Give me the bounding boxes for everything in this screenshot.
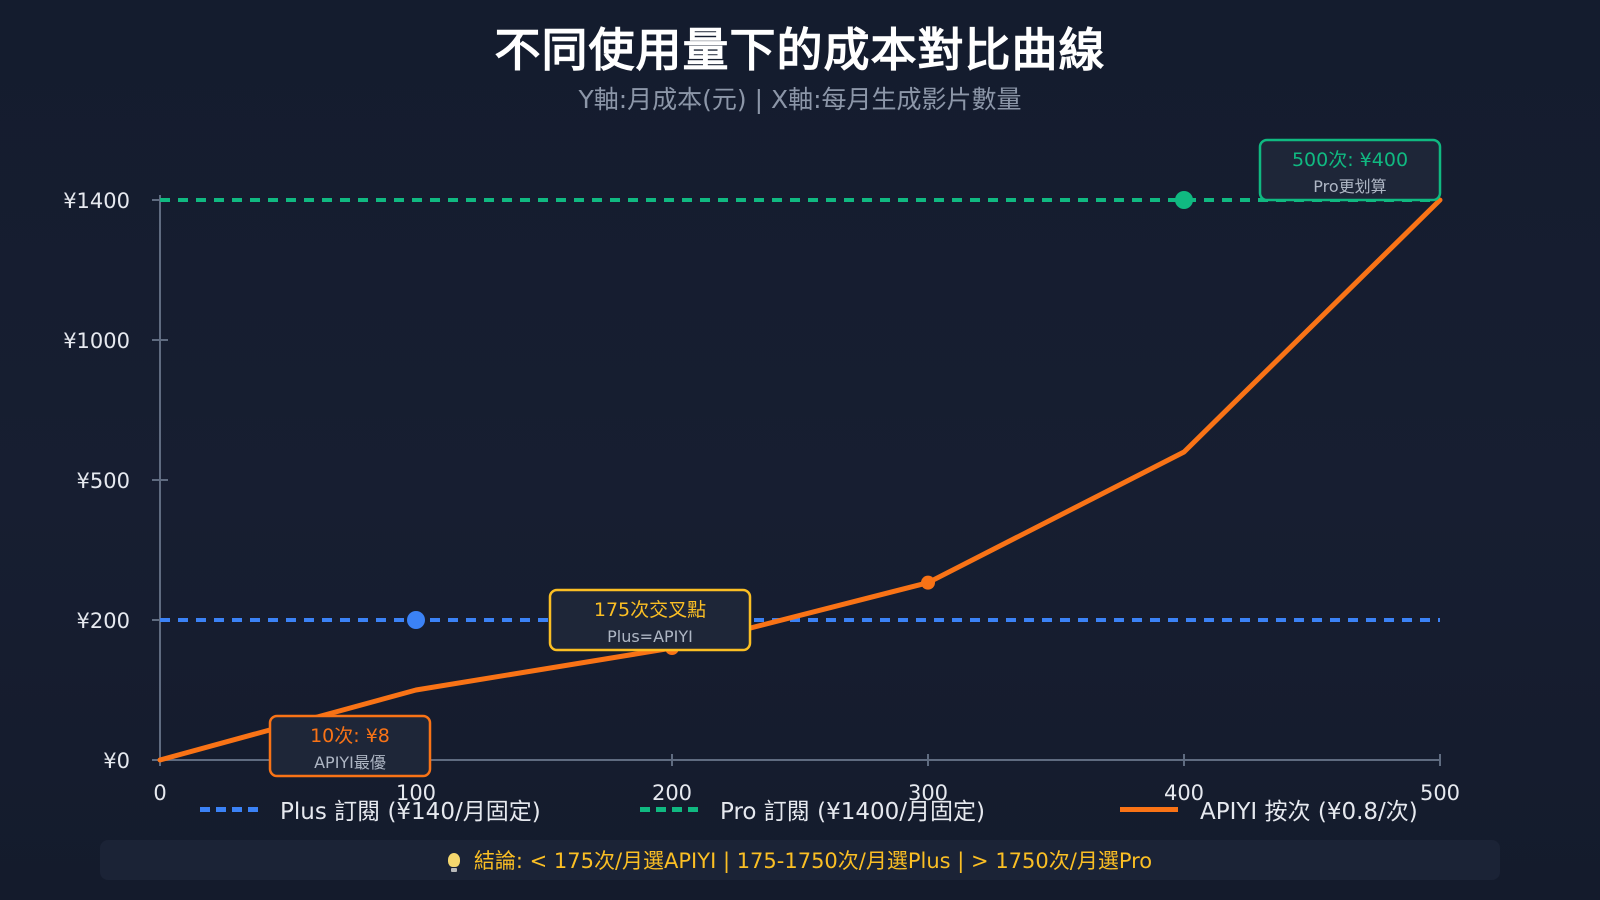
legend-label-apiyi: APIYI 按次 (¥0.8/次) xyxy=(1200,799,1418,825)
y-tick-label: ¥500 xyxy=(77,469,130,493)
apiyi-series-line xyxy=(157,197,1443,763)
conclusion-text: 結論: < 175次/月選APIYI | 175-1750次/月選Plus | … xyxy=(473,849,1153,873)
annotation-subtitle-apiyi: APIYI最優 xyxy=(314,753,386,772)
annotation-box-apiyi xyxy=(268,714,432,778)
legend-label-plus: Plus 訂閱 (¥140/月固定) xyxy=(280,799,541,825)
chart-subtitle: Y軸:月成本(元) | X軸:每月生成影片數量 xyxy=(578,85,1022,114)
annotation-box-cross xyxy=(548,588,752,652)
legend-swatch-apiyi xyxy=(1120,806,1178,812)
legend-item-pro: Pro 訂閱 (¥1400/月固定) xyxy=(640,792,985,826)
chart-legend: Plus 訂閱 (¥140/月固定) Pro 訂閱 (¥1400/月固定) AP… xyxy=(0,792,1600,826)
x-tick-label: 300 xyxy=(908,781,948,805)
plus-series-marker xyxy=(407,611,425,629)
y-tick-label: ¥1400 xyxy=(63,189,130,213)
conclusion-banner: 結論: < 175次/月選APIYI | 175-1750次/月選Plus | … xyxy=(100,840,1500,880)
x-tick-label: 0 xyxy=(153,781,166,805)
legend-swatch-pro xyxy=(640,806,698,812)
legend-swatch-plus xyxy=(200,806,258,812)
y-tick-label: ¥200 xyxy=(77,609,130,633)
lightbulb-icon xyxy=(447,853,460,872)
x-tick-label: 100 xyxy=(396,781,436,805)
x-tick-label: 500 xyxy=(1420,781,1460,805)
apiyi-series-marker xyxy=(921,575,935,590)
legend-label-pro: Pro 訂閱 (¥1400/月固定) xyxy=(720,799,985,825)
y-tick-label: ¥1000 xyxy=(63,329,130,353)
annotation-title-pro: 500次: ¥400 xyxy=(1292,149,1408,171)
legend-item-apiyi: APIYI 按次 (¥0.8/次) xyxy=(1120,792,1418,826)
chart-title: 不同使用量下的成本對比曲線 xyxy=(494,23,1106,77)
annotation-title-apiyi: 10次: ¥8 xyxy=(310,725,390,747)
annotation-title-cross: 175次交叉點 xyxy=(594,599,706,621)
y-tick-label: ¥0 xyxy=(103,749,130,773)
annotation-subtitle-pro: Pro更划算 xyxy=(1313,177,1386,196)
annotation-subtitle-cross: Plus=APIYI xyxy=(607,627,693,646)
legend-item-plus: Plus 訂閱 (¥140/月固定) xyxy=(200,792,541,826)
annotation-box-pro xyxy=(1258,138,1442,202)
x-tick-label: 400 xyxy=(1164,781,1204,805)
pro-series-marker xyxy=(1175,191,1193,209)
x-tick-label: 200 xyxy=(652,781,692,805)
